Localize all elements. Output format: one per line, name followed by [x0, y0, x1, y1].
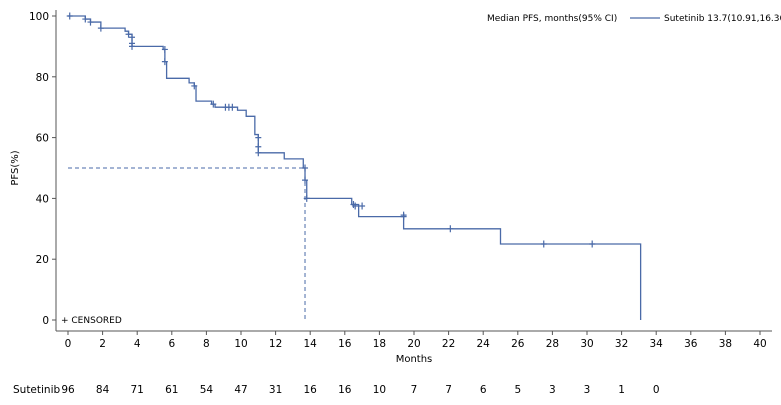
risk-count: 84 — [96, 384, 110, 396]
axes — [52, 10, 772, 335]
risk-count: 7 — [411, 384, 418, 396]
x-tick-label: 28 — [546, 338, 559, 350]
risk-count: 6 — [480, 384, 487, 396]
y-tick-label: 80 — [36, 72, 49, 84]
x-tick-label: 18 — [373, 338, 386, 350]
x-axis-title: Months — [396, 354, 433, 365]
x-tick-label: 22 — [442, 338, 455, 350]
censor-mark — [129, 33, 136, 41]
censor-mark — [302, 164, 309, 172]
censor-mark — [352, 202, 359, 210]
censor-marks — [66, 12, 596, 248]
risk-count: 3 — [584, 384, 591, 396]
censor-mark — [87, 18, 94, 26]
legend-series-label: Sutetinib 13.7(10.91,16.36) — [664, 14, 781, 24]
risk-count: 47 — [234, 384, 247, 396]
x-tick-label: 12 — [269, 338, 282, 350]
risk-table-label: Sutetinib — [13, 384, 61, 396]
risk-count: 31 — [269, 384, 282, 396]
x-tick-label: 2 — [99, 338, 106, 350]
censor-mark — [161, 58, 168, 66]
censor-mark — [210, 100, 217, 108]
x-tick-label: 20 — [407, 338, 420, 350]
censor-mark — [191, 82, 198, 90]
censor-mark — [97, 24, 104, 32]
y-tick-label: 0 — [42, 315, 49, 327]
censor-mark — [82, 15, 89, 23]
x-tick-label: 6 — [168, 338, 175, 350]
risk-count: 61 — [165, 384, 178, 396]
censor-mark — [589, 240, 596, 248]
censor-mark — [303, 194, 310, 202]
x-tick-label: 10 — [234, 338, 247, 350]
risk-count: 7 — [445, 384, 452, 396]
censor-mark — [255, 134, 262, 142]
x-tick-label: 36 — [684, 338, 698, 350]
risk-count: 71 — [131, 384, 144, 396]
censor-mark — [400, 213, 407, 221]
x-tick-label: 14 — [304, 338, 318, 350]
censor-mark — [125, 30, 132, 38]
risk-count: 16 — [304, 384, 318, 396]
risk-count: 3 — [549, 384, 556, 396]
censor-mark — [255, 149, 262, 157]
x-tick-label: 38 — [719, 338, 732, 350]
risk-count: 96 — [61, 384, 75, 396]
risk-count: 1 — [618, 384, 625, 396]
censor-mark — [447, 225, 454, 233]
y-axis-title: PFS(%) — [10, 150, 21, 185]
censor-mark — [302, 176, 309, 184]
x-tick-label: 30 — [580, 338, 593, 350]
risk-table-counts: 96 84 71 61 54 47 31 16 16 10 7 7 6 5 3 3 1 0 — [61, 384, 659, 396]
censor-mark — [66, 12, 73, 20]
x-tick-label: 8 — [203, 338, 210, 350]
risk-count: 5 — [514, 384, 521, 396]
risk-count: 16 — [338, 384, 352, 396]
risk-count: 54 — [200, 384, 214, 396]
x-tick-label: 34 — [650, 338, 664, 350]
censor-mark — [255, 143, 262, 151]
x-tick-label: 0 — [65, 338, 72, 350]
x-tick-label: 16 — [338, 338, 352, 350]
risk-count: 10 — [373, 384, 386, 396]
y-tick-label: 20 — [36, 254, 49, 266]
censor-mark — [161, 45, 168, 53]
censor-mark — [540, 240, 547, 248]
x-tick-label: 40 — [753, 338, 766, 350]
x-tick-label: 24 — [477, 338, 491, 350]
y-tick-label: 100 — [29, 11, 49, 23]
x-tick-label: 26 — [511, 338, 525, 350]
censor-mark — [359, 202, 366, 210]
y-tick-label: 60 — [36, 133, 49, 145]
x-tick-label: 4 — [134, 338, 141, 350]
y-tick-label: 40 — [36, 193, 49, 205]
legend-header: Median PFS, months(95% CI) — [487, 14, 617, 24]
x-tick-label: 32 — [615, 338, 628, 350]
censor-mark — [129, 42, 136, 50]
censored-legend: + CENSORED — [61, 316, 122, 326]
censor-mark — [229, 103, 236, 111]
risk-count: 0 — [653, 384, 660, 396]
